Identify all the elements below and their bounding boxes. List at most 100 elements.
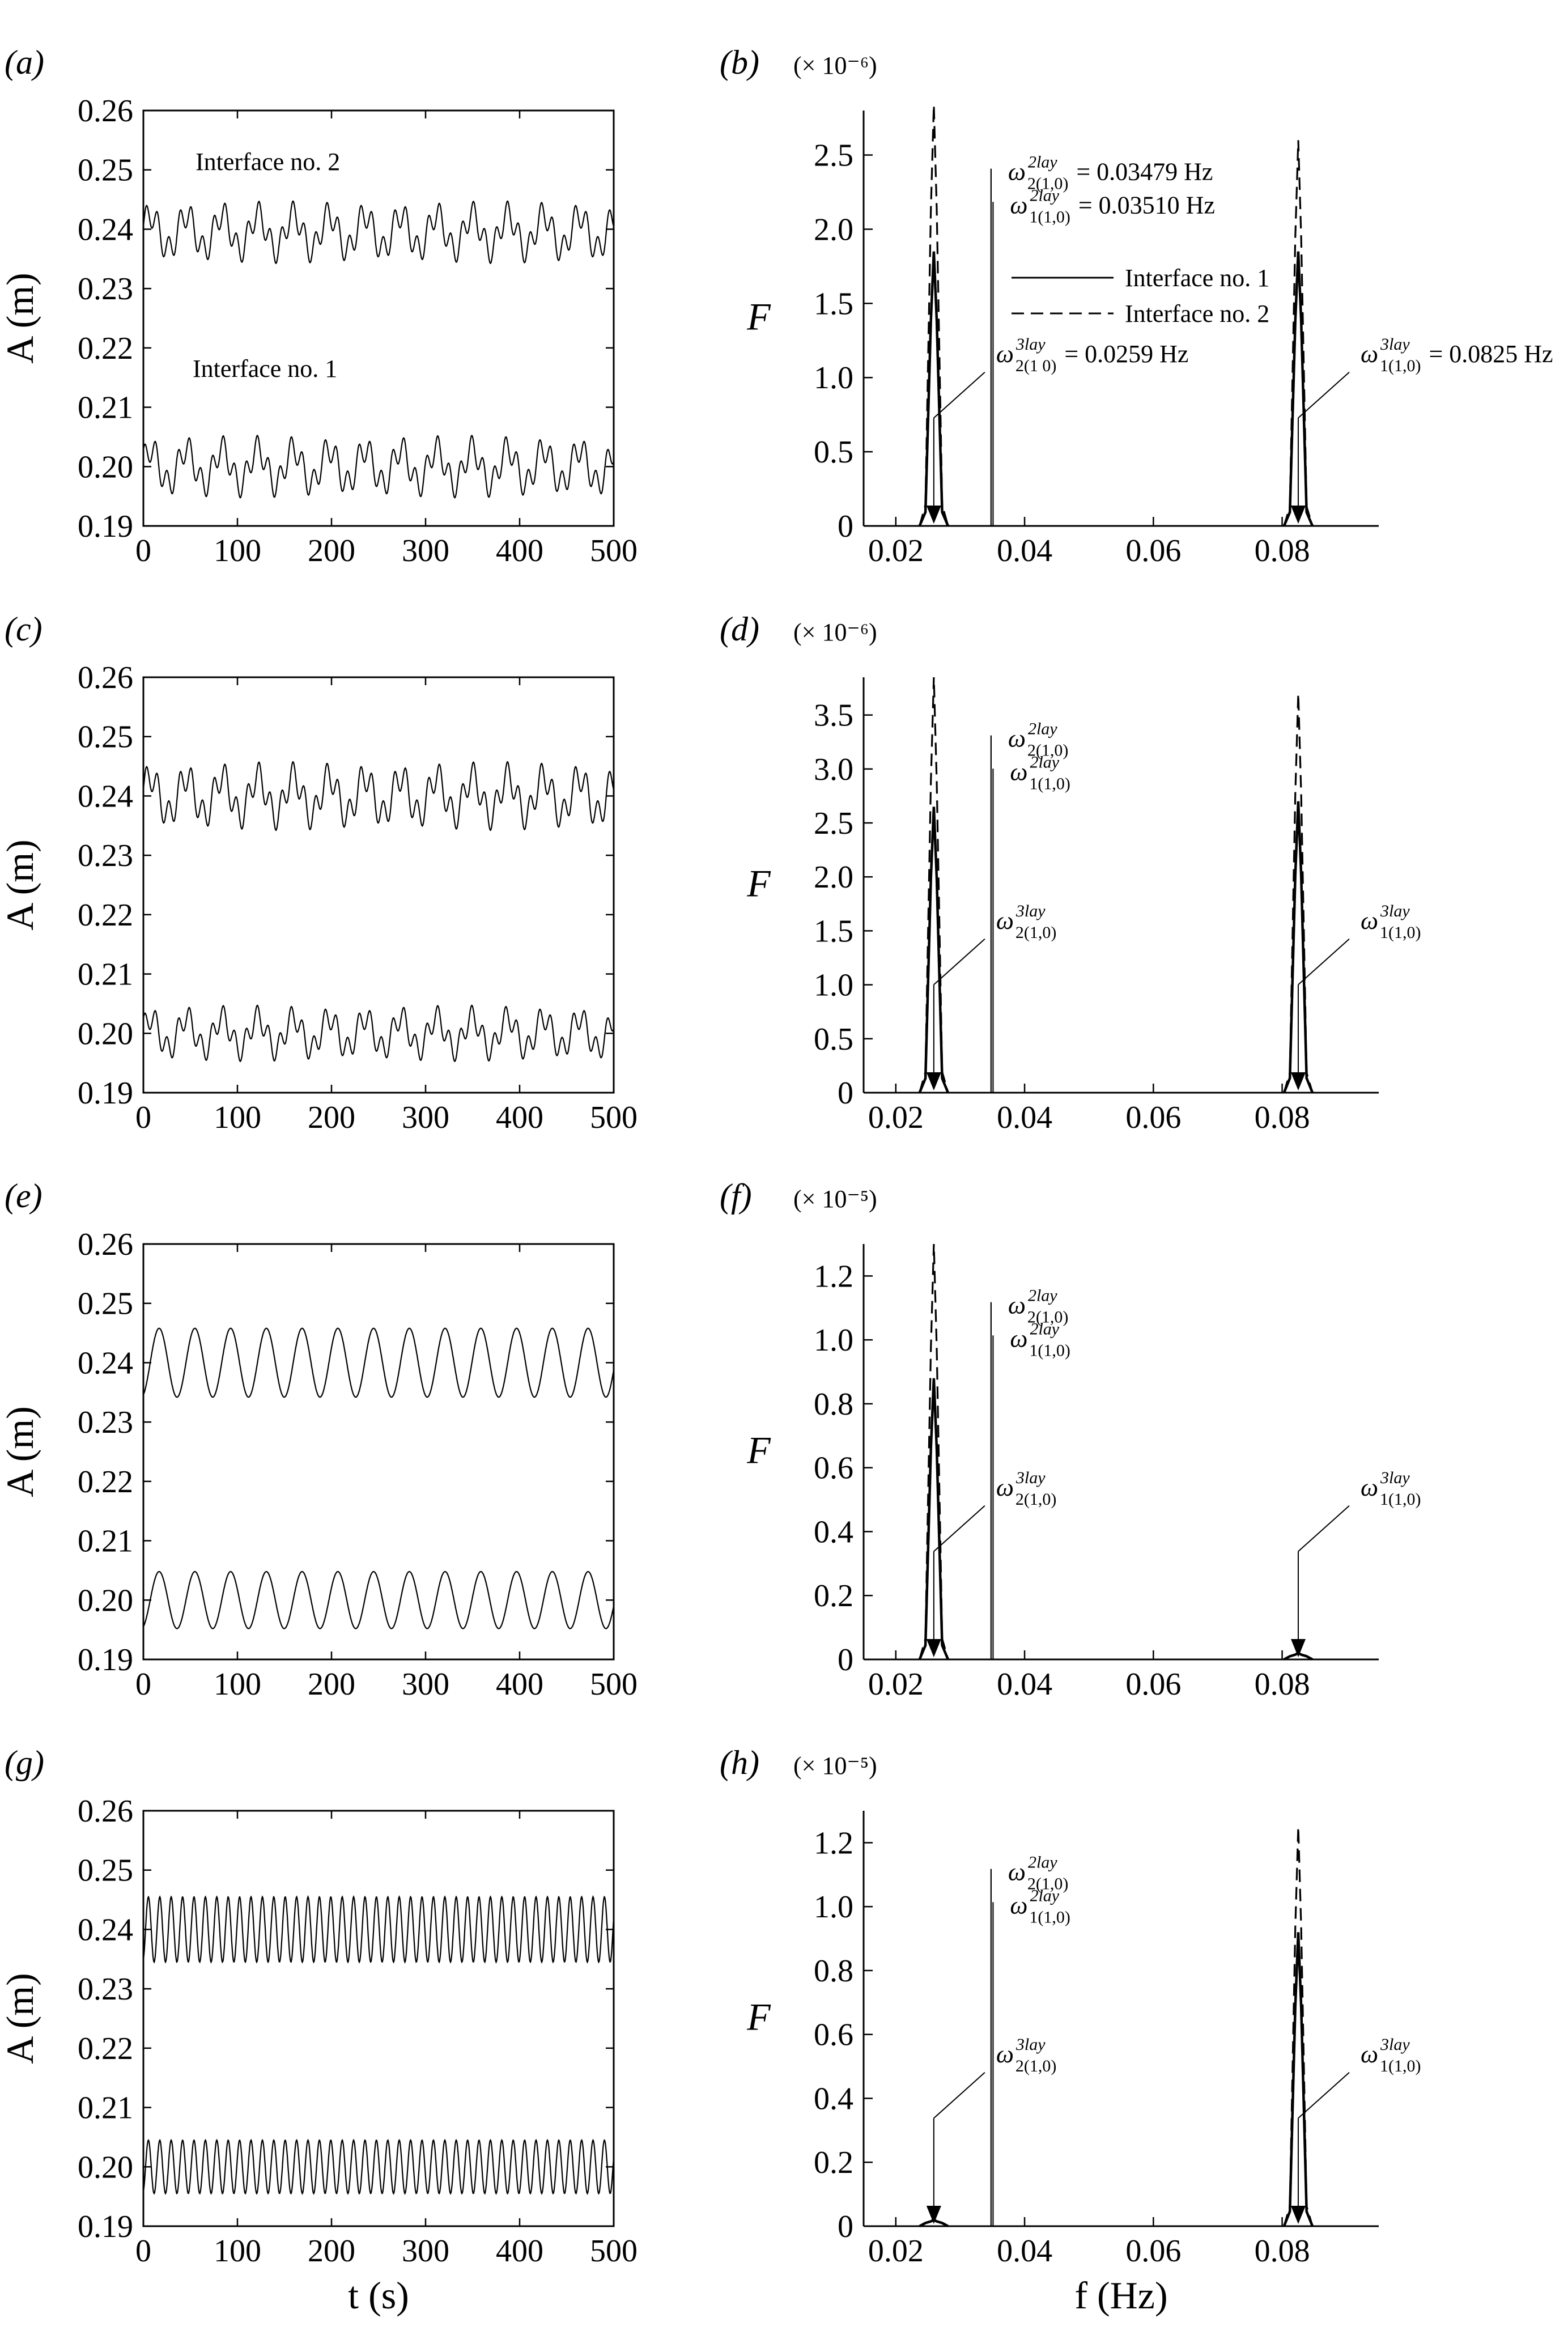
omega-label: ω 2lay 1(1,0) = 0.03510 Hz <box>1010 186 1215 226</box>
x-tick-label: 0 <box>135 1667 151 1702</box>
x-tick-label: 0.02 <box>868 2234 924 2269</box>
annotation-leader <box>1298 939 1350 986</box>
plot-frame <box>142 676 615 1094</box>
y-axis-label: F <box>746 862 771 905</box>
omega-label: ω 3lay 1(1,0) <box>1361 1468 1421 1509</box>
x-tick-label: 0.04 <box>997 1100 1052 1135</box>
series-line-interface-2 <box>142 1895 615 1964</box>
peak-interface-2 <box>1283 1827 1314 2227</box>
annotation-leader <box>1298 372 1350 419</box>
y-tick-label: 0.23 <box>78 838 133 873</box>
omega-symbol: ω <box>1008 158 1026 186</box>
plot-frame <box>142 1810 615 2227</box>
y-tick-label: 0.6 <box>814 1451 853 1486</box>
x-tick-label: 500 <box>590 2234 638 2269</box>
omega-subscript: 1(1,0) <box>1029 207 1070 226</box>
annotation-leader <box>933 1505 985 1552</box>
y-tick-label: 1.5 <box>814 914 853 949</box>
omega-superscript: 2lay <box>1028 720 1057 738</box>
scale-factor: (× 10⁻⁵) <box>793 1185 877 1213</box>
omega-label: ω 3lay 2(1 0) = 0.0259 Hz <box>996 335 1189 375</box>
omega-label: ω 2lay 2(1,0) <box>1008 720 1068 760</box>
omega-symbol: ω <box>1010 1891 1027 1919</box>
y-tick-label: 0.23 <box>78 271 133 307</box>
omega-superscript: 2lay <box>1030 753 1059 771</box>
y-tick-label: 0.4 <box>814 2081 853 2116</box>
scale-factor: (× 10⁻⁶) <box>793 52 877 79</box>
x-tick-label: 300 <box>402 533 449 568</box>
omega-superscript: 3lay <box>1015 1468 1046 1487</box>
omega-superscript: 2lay <box>1030 186 1059 205</box>
omega-label: ω 3lay 2(1,0) <box>996 2035 1056 2075</box>
omega-symbol: ω <box>1361 1474 1378 1501</box>
x-tick-label: 0.06 <box>1125 533 1181 568</box>
omega-subscript: 2(1,0) <box>1027 175 1068 193</box>
y-tick-label: 0.25 <box>78 1853 133 1888</box>
annotation-leader <box>933 372 985 419</box>
legend-label: Interface no. 2 <box>1125 300 1269 328</box>
omega-symbol: ω <box>996 340 1014 368</box>
legend-label: Interface no. 1 <box>1125 264 1269 292</box>
arrow-head <box>926 1639 941 1657</box>
omega-subscript: 2(1 0) <box>1015 356 1056 375</box>
omega-label: ω 2lay 2(1,0) = 0.03479 Hz <box>1008 153 1213 193</box>
y-tick-label: 0 <box>838 1642 853 1678</box>
omega-value: = 0.0259 Hz <box>1064 340 1188 368</box>
omega-label: ω 3lay 1(1,0) <box>1361 902 1421 942</box>
panel-g: 0 100 200 300 400 500 0.19 0.20 0.21 0.22 0.23 0.24… <box>0 1744 638 2317</box>
omega-symbol: ω <box>1010 191 1027 219</box>
omega-superscript: 3lay <box>1015 2035 1046 2054</box>
omega-subscript: 1(1,0) <box>1029 1908 1070 1926</box>
peak-interface-1 <box>918 1378 950 1660</box>
x-tick-label: 200 <box>308 1667 355 1702</box>
panel-label: (c) <box>5 610 43 648</box>
y-tick-label: 0.22 <box>78 2031 133 2066</box>
y-tick-label: 0 <box>838 2209 853 2244</box>
omega-symbol: ω <box>1361 2040 1378 2068</box>
omega-symbol: ω <box>996 1474 1014 1501</box>
y-tick-label: 1.0 <box>814 968 853 1003</box>
x-tick-label: 100 <box>214 2234 261 2269</box>
omega-symbol: ω <box>1008 1292 1026 1319</box>
x-tick-label: 0.08 <box>1255 2234 1310 2269</box>
x-tick-label: 500 <box>590 1100 638 1135</box>
x-tick-label: 0.06 <box>1125 1100 1181 1135</box>
peak-interface-1 <box>918 251 950 527</box>
label-interface-1: Interface no. 1 <box>193 355 337 383</box>
panel-e: 0 100 200 300 400 500 0.19 0.20 0.21 0.22 0.23 0.24… <box>0 1177 638 1702</box>
y-tick-label: 0.19 <box>78 1642 133 1678</box>
panel-a: 0 100 200 300 400 500 0.19 0.20 0.21 0.22 0.23 0.24… <box>0 44 638 568</box>
x-tick-label: 400 <box>496 533 543 568</box>
x-tick-label: 0.08 <box>1255 1100 1310 1135</box>
y-tick-label: 0.24 <box>78 1912 133 1947</box>
y-tick-label: 0.23 <box>78 1972 133 2007</box>
y-tick-label: 0.5 <box>814 435 853 470</box>
omega-label: ω 2lay 2(1,0) <box>1008 1287 1068 1327</box>
x-tick-label: 100 <box>214 1100 261 1135</box>
x-tick-label: 300 <box>402 2234 449 2269</box>
panel-label: (d) <box>720 610 759 648</box>
y-tick-label: 0.24 <box>78 1345 133 1381</box>
omega-subscript: 1(1,0) <box>1380 923 1421 942</box>
omega-subscript: 2(1,0) <box>1015 2057 1056 2075</box>
arrow-head <box>926 2206 941 2224</box>
y-tick-label: 0.26 <box>78 660 133 695</box>
y-tick-label: 0.26 <box>78 1794 133 1829</box>
peak-interface-2 <box>919 677 949 1093</box>
y-tick-label: 0.22 <box>78 1464 133 1500</box>
y-tick-label: 0.19 <box>78 2209 133 2244</box>
x-tick-label: 0.04 <box>997 1667 1052 1702</box>
x-tick-label: 0 <box>135 1100 151 1135</box>
x-tick-label: 400 <box>496 1100 543 1135</box>
annotation-leader <box>1298 2072 1350 2119</box>
y-tick-label: 0 <box>838 509 853 544</box>
x-tick-label: 100 <box>214 533 261 568</box>
y-tick-label: 2.5 <box>814 806 853 841</box>
omega-superscript: 2lay <box>1028 153 1057 172</box>
x-tick-label: 0.08 <box>1255 533 1310 568</box>
x-tick-label: 200 <box>308 533 355 568</box>
omega-label: ω 3lay 2(1,0) <box>996 902 1056 942</box>
y-tick-label: 0.21 <box>78 1524 133 1559</box>
omega-subscript: 2(1,0) <box>1015 923 1056 942</box>
y-tick-label: 0.5 <box>814 1022 853 1057</box>
